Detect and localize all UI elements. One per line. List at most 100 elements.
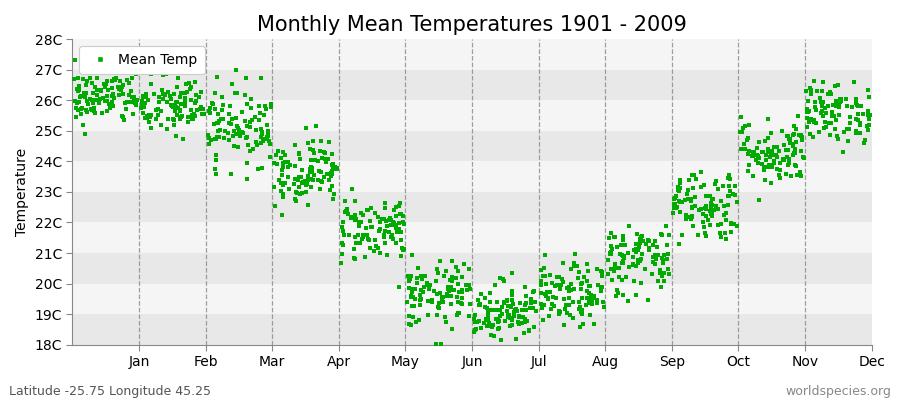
Point	[727, 192, 742, 198]
Point	[668, 194, 682, 201]
Point	[584, 296, 598, 302]
Point	[596, 298, 610, 305]
Point	[763, 154, 778, 160]
Point	[105, 91, 120, 98]
Point	[184, 84, 199, 90]
Point	[250, 142, 265, 148]
Point	[441, 284, 455, 291]
Point	[411, 265, 426, 272]
Point	[256, 165, 270, 172]
Point	[178, 90, 193, 96]
Title: Monthly Mean Temperatures 1901 - 2009: Monthly Mean Temperatures 1901 - 2009	[257, 15, 687, 35]
Point	[286, 180, 301, 187]
Point	[444, 293, 458, 300]
Point	[390, 229, 404, 236]
Point	[719, 236, 733, 242]
Point	[260, 122, 274, 128]
Point	[421, 282, 436, 289]
Point	[553, 309, 567, 316]
Point	[260, 128, 274, 134]
Point	[292, 151, 306, 157]
Point	[128, 100, 142, 106]
Point	[669, 193, 683, 199]
Point	[135, 98, 149, 104]
Point	[638, 241, 652, 247]
Point	[445, 326, 459, 332]
Point	[264, 104, 278, 110]
Point	[445, 278, 459, 285]
Point	[689, 176, 704, 182]
Point	[616, 254, 631, 261]
Point	[408, 296, 422, 302]
Point	[389, 222, 403, 229]
Point	[348, 216, 363, 222]
Point	[166, 116, 181, 122]
Point	[645, 254, 660, 260]
Point	[305, 138, 320, 144]
Point	[492, 312, 507, 319]
Point	[573, 281, 588, 288]
Point	[86, 90, 101, 96]
Point	[295, 190, 310, 196]
Point	[518, 307, 533, 314]
Point	[83, 96, 97, 102]
Point	[629, 291, 643, 298]
Point	[684, 196, 698, 202]
Point	[704, 204, 718, 210]
Point	[779, 133, 794, 139]
Point	[505, 288, 519, 294]
Point	[70, 75, 85, 82]
Point	[788, 150, 802, 156]
Point	[113, 78, 128, 84]
Point	[458, 282, 473, 288]
Point	[274, 167, 289, 174]
Point	[803, 117, 817, 123]
Point	[283, 162, 297, 168]
Point	[680, 216, 694, 222]
Point	[603, 251, 617, 257]
Point	[341, 211, 356, 217]
Point	[127, 94, 141, 100]
Bar	[73, 253, 871, 284]
Point	[354, 218, 368, 225]
Point	[380, 222, 394, 229]
Point	[786, 151, 800, 158]
Point	[72, 87, 86, 93]
Point	[401, 278, 416, 284]
Point	[488, 282, 502, 288]
Point	[136, 103, 150, 109]
Point	[616, 233, 630, 239]
Point	[168, 108, 183, 114]
Point	[74, 93, 88, 99]
Point	[152, 94, 166, 100]
Point	[481, 311, 495, 318]
Point	[823, 132, 837, 138]
Point	[139, 100, 153, 106]
Point	[603, 250, 617, 257]
Point	[436, 298, 450, 305]
Point	[364, 224, 379, 230]
Point	[853, 120, 868, 126]
Point	[281, 174, 295, 180]
Point	[169, 133, 184, 140]
Point	[439, 319, 454, 326]
Point	[322, 139, 337, 145]
Point	[213, 127, 228, 133]
Point	[705, 196, 719, 202]
Point	[630, 246, 644, 253]
Point	[816, 113, 831, 120]
Point	[719, 217, 733, 223]
Point	[367, 237, 382, 243]
Point	[376, 232, 391, 239]
Point	[124, 99, 139, 106]
Point	[406, 294, 420, 300]
Point	[367, 210, 382, 216]
Point	[769, 151, 783, 158]
Point	[431, 305, 446, 312]
Point	[439, 293, 454, 300]
Point	[189, 92, 203, 98]
Point	[652, 269, 667, 276]
Point	[184, 106, 199, 113]
Point	[754, 149, 769, 156]
Point	[713, 230, 727, 236]
